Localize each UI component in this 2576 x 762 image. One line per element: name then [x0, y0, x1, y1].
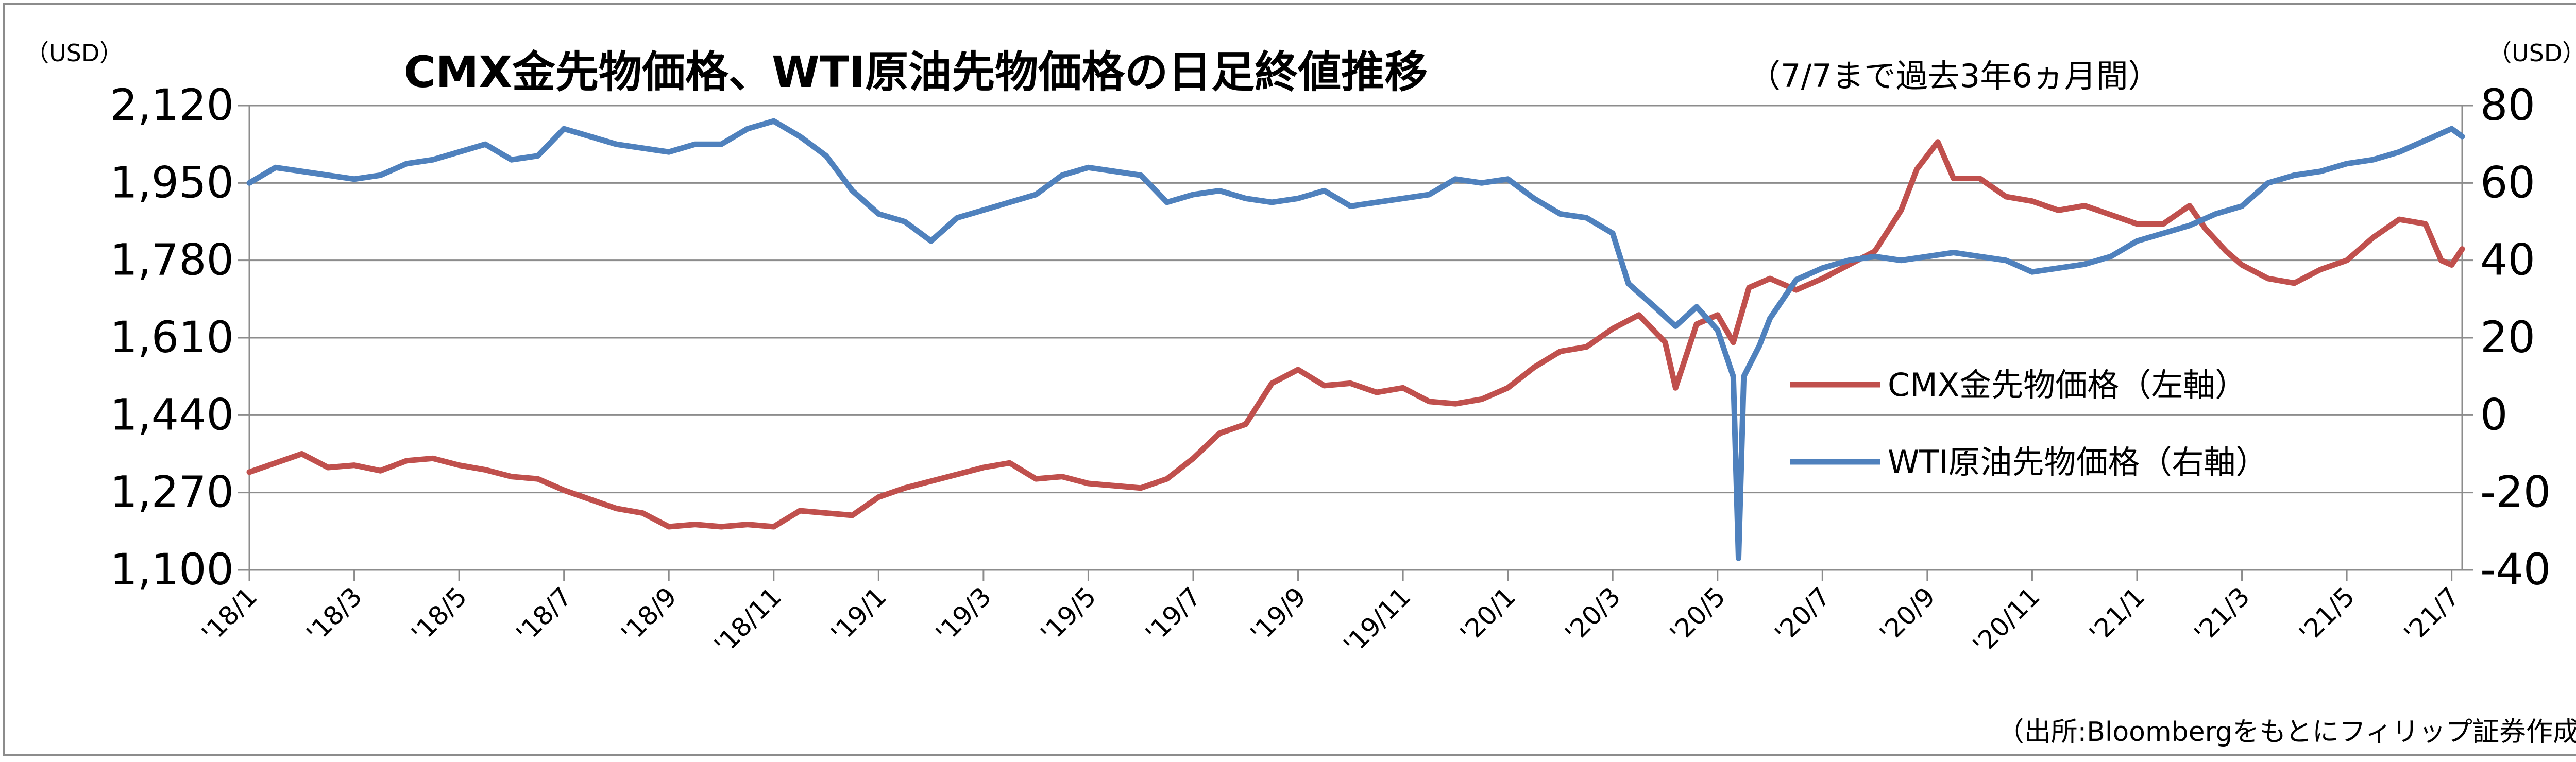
left-y-tick-label: 1,440 [110, 389, 234, 440]
x-tick-label: '18/3 [301, 581, 368, 648]
x-tick-label: '20/3 [1560, 581, 1626, 648]
left-axis-unit: （USD） [25, 39, 123, 67]
right-y-tick-label: 0 [2480, 389, 2507, 440]
axes [238, 105, 2473, 581]
right-y-tick-label: -20 [2480, 467, 2551, 517]
x-tick-label: '20/9 [1874, 581, 1941, 648]
x-tick-label: '20/1 [1454, 581, 1521, 648]
x-tick-label: '20/5 [1664, 581, 1731, 648]
right-y-tick-label: 80 [2480, 80, 2535, 130]
source-note: （出所:Bloombergをもとにフィリップ証券作成） [1997, 717, 2576, 748]
right-y-tick-label: 40 [2480, 235, 2535, 285]
left-y-tick-label: 1,270 [110, 467, 234, 517]
chart-svg: CMX金先物価格、WTI原油先物価格の日足終値推移 （7/7まで過去3年6ヵ月間… [25, 39, 2576, 748]
x-tick-label: '19/5 [1035, 581, 1102, 648]
right-y-tick-label: 60 [2480, 157, 2535, 207]
x-tick-label: '19/9 [1245, 581, 1312, 648]
wti-price-line [246, 118, 2465, 561]
right-y-ticks: 80 60 40 20 0 -20 -40 [2480, 80, 2551, 595]
x-tick-label: '21/7 [2398, 581, 2465, 648]
left-y-tick-label: 1,950 [110, 157, 234, 207]
x-tick-label: '19/3 [930, 581, 997, 648]
left-y-tick-label: 1,100 [110, 544, 234, 595]
chart-subtitle: （7/7まで過去3年6ヵ月間） [1749, 57, 2160, 95]
x-tick-label: '21/3 [2189, 581, 2256, 648]
x-tick-label: '18/7 [511, 581, 578, 648]
x-tick-label: '18/5 [405, 581, 472, 648]
x-tick-label: '19/7 [1140, 581, 1207, 648]
left-y-ticks: 2,120 1,950 1,780 1,610 1,440 1,270 1,100 [110, 80, 234, 595]
gridlines [249, 105, 2462, 494]
x-tick-label: '21/1 [2083, 581, 2150, 648]
left-y-tick-label: 1,610 [110, 312, 234, 362]
x-tick-label: '18/9 [616, 581, 683, 648]
legend-label: WTI原油先物価格（右軸） [1888, 443, 2267, 481]
x-tick-label: '18/11 [709, 581, 788, 660]
series-lines [246, 118, 2465, 561]
x-tick-label: '20/11 [1967, 581, 2046, 660]
x-tick-label: '19/1 [825, 581, 892, 648]
x-ticks: '18/1'18/3'18/5'18/7'18/9'18/11'19/1'19/… [196, 581, 2465, 660]
legend: CMX金先物価格（左軸） WTI原油先物価格（右軸） [1790, 366, 2267, 481]
right-y-tick-label: 20 [2480, 312, 2535, 362]
chart-frame: CMX金先物価格、WTI原油先物価格の日足終値推移 （7/7まで過去3年6ヵ月間… [3, 3, 2576, 756]
x-tick-label: '21/5 [2293, 581, 2360, 648]
x-tick-label: '19/11 [1338, 581, 1417, 660]
x-tick-label: '20/7 [1769, 581, 1836, 648]
gold-price-line [246, 139, 2465, 530]
chart-title: CMX金先物価格、WTI原油先物価格の日足終値推移 [404, 47, 1428, 97]
left-y-tick-label: 1,780 [110, 235, 234, 285]
right-y-tick-label: -40 [2480, 544, 2551, 595]
legend-label: CMX金先物価格（左軸） [1888, 366, 2247, 404]
right-axis-unit: （USD） [2488, 39, 2576, 67]
left-y-tick-label: 2,120 [110, 80, 234, 130]
